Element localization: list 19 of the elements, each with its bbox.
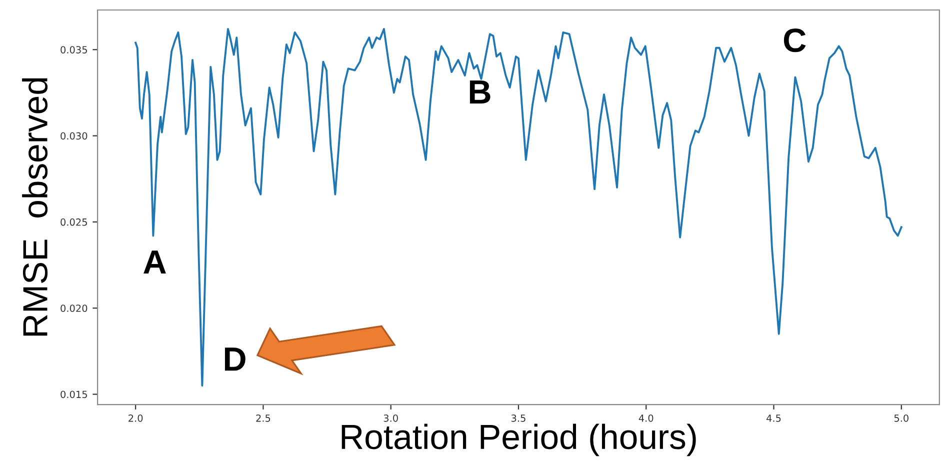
- y-tick-label: 0.015: [60, 390, 87, 398]
- x-tick-label: 4.0: [638, 414, 654, 422]
- x-axis-title: Rotation Period (hours): [342, 424, 696, 456]
- x-tick-label: 2.0: [128, 414, 143, 422]
- annotation: D: [224, 348, 246, 371]
- y-tick-label: 0.030: [60, 132, 88, 140]
- annotation: A: [144, 250, 166, 274]
- x-tick-label: 5.0: [894, 414, 908, 422]
- annotation: B: [470, 80, 490, 104]
- x-tick-label: 4.5: [766, 414, 781, 422]
- x-tick-label: 2.5: [256, 414, 270, 422]
- y-tick-label: 0.025: [60, 218, 87, 226]
- y-axis-title: RMSE observed: [22, 78, 48, 336]
- line-series: [134, 28, 902, 387]
- y-tick-label: 0.020: [60, 304, 88, 312]
- x-tick-label: 3.0: [384, 414, 398, 422]
- y-tick-label: 0.035: [60, 46, 87, 54]
- x-tick-label: 3.5: [511, 414, 526, 422]
- annotation: C: [784, 28, 806, 52]
